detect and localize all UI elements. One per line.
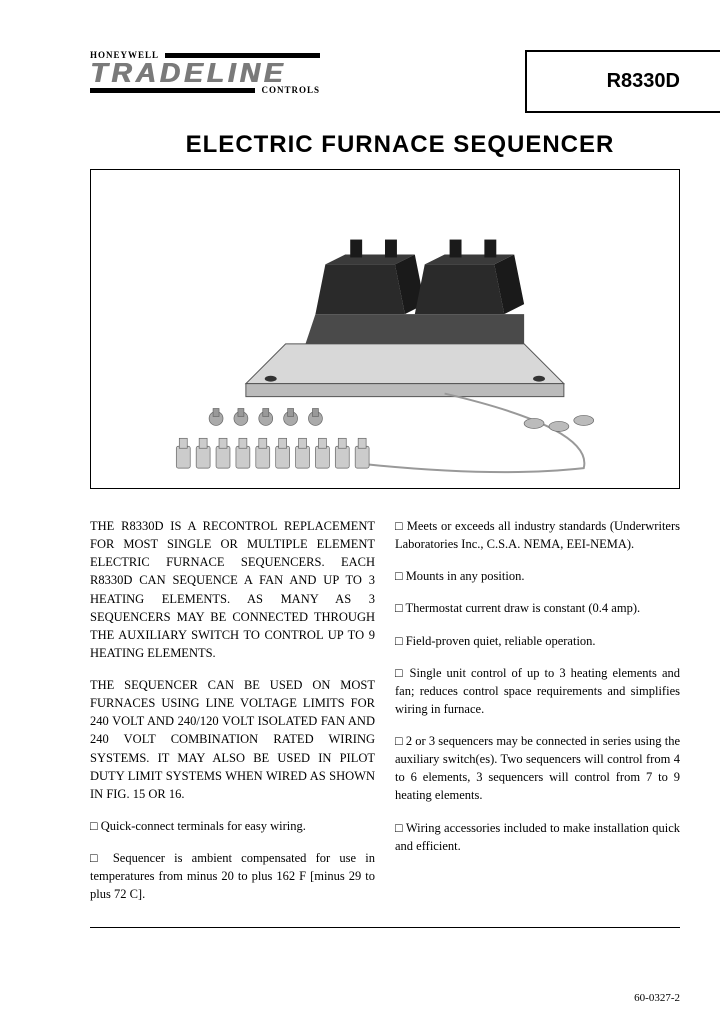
right-column: Meets or exceeds all industry standards … [395,517,680,917]
left-column: THE R8330D IS A RECONTROL REPLACEMENT FO… [90,517,375,917]
logo-block: HONEYWELL TRADELINE CONTROLS [90,50,320,95]
bullet-standards: Meets or exceeds all industry standards … [395,517,680,553]
bullet-thermostat-current: Thermostat current draw is constant (0.4… [395,599,680,617]
bullet-wiring-accessories: Wiring accessories included to make inst… [395,819,680,855]
brand-tradeline: TRADELINE [90,60,320,85]
bullet-single-unit: Single unit control of up to 3 heating e… [395,664,680,718]
bullet-ambient-compensated: Sequencer is ambient compensated for use… [90,849,375,903]
page-title: ELECTRIC FURNACE SEQUENCER [120,131,680,159]
bullet-series: 2 or 3 sequencers may be connected in se… [395,732,680,805]
content-columns: THE R8330D IS A RECONTROL REPLACEMENT FO… [90,517,680,917]
document-number: 60-0327-2 [634,992,680,1004]
bullet-quick-connect: Quick-connect terminals for easy wiring. [90,817,375,835]
intro-paragraph-1: THE R8330D IS A RECONTROL REPLACEMENT FO… [90,517,375,662]
product-illustration [91,170,679,488]
bullet-mounts: Mounts in any position. [395,567,680,585]
header-row: HONEYWELL TRADELINE CONTROLS R8330D [90,50,680,113]
bullet-field-proven: Field-proven quiet, reliable operation. [395,632,680,650]
intro-paragraph-2: THE SEQUENCER CAN BE USED ON MOST FURNAC… [90,676,375,803]
footer-rule [90,927,680,928]
model-number-box: R8330D [525,50,720,113]
product-image-box [90,169,680,489]
